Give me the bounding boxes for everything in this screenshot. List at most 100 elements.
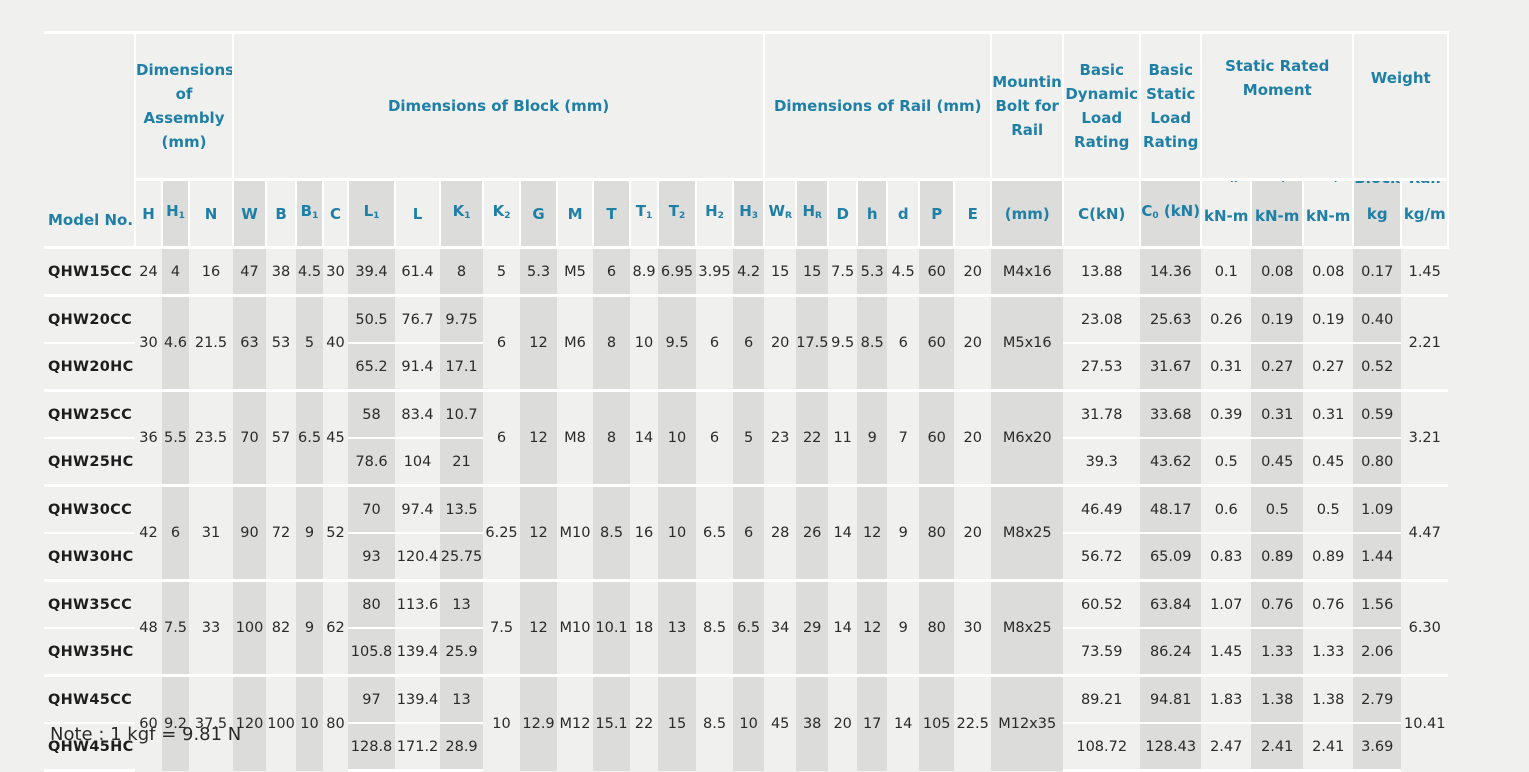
cell-mr: 0.31 (1201, 342, 1252, 391)
cell-c0: 86.24 (1140, 627, 1202, 676)
cell-t: 8 (593, 294, 631, 391)
cell-l: 76.7 (395, 294, 441, 343)
cell-t: 6 (593, 246, 631, 296)
cell-mp: 0.76 (1251, 579, 1304, 628)
cell-mr: 0.5 (1201, 437, 1252, 486)
cell-rail-weight: 1.45 (1401, 246, 1449, 296)
cell-d: 14 (828, 579, 858, 676)
model-no-cell: QHW25CC (44, 389, 135, 438)
cell-l1: 80 (348, 579, 396, 628)
cell-b1: 6.5 (296, 389, 324, 486)
header-moment-mp: MPkN-m (1251, 178, 1305, 248)
cell-my: 1.38 (1303, 674, 1354, 723)
cell-d: 7.5 (828, 246, 858, 296)
cell-w: 47 (233, 246, 267, 296)
header-col-b1: B1 (296, 178, 325, 248)
cell-g: 12 (520, 294, 558, 391)
cell-p: 60 (919, 294, 955, 391)
cell-c0: 25.63 (1140, 294, 1202, 343)
cell-b1: 10 (296, 674, 324, 771)
cell-l1: 97 (348, 674, 396, 723)
cell-mp: 0.19 (1251, 294, 1304, 343)
cell-mr: 0.26 (1201, 294, 1252, 343)
header-col-k1: K1 (440, 178, 485, 248)
cell-b: 38 (266, 246, 297, 296)
cell-c0: 65.09 (1140, 532, 1202, 581)
cell-my: 0.31 (1303, 389, 1354, 438)
cell-block: 0.40 (1353, 294, 1402, 343)
cell-cc: 80 (323, 674, 349, 771)
cell-wr: 28 (764, 484, 797, 581)
cell-k1: 10.7 (440, 389, 484, 438)
cell-block: 0.17 (1353, 246, 1402, 296)
cell-t: 10.1 (593, 579, 631, 676)
cell-my: 0.76 (1303, 579, 1354, 628)
cell-cc: 52 (323, 484, 349, 581)
cell-k2: 6 (483, 389, 521, 486)
cell-b1: 4.5 (296, 246, 324, 296)
header-bolt: Mounting Bolt for Rail (991, 31, 1065, 180)
cell-n: 33 (189, 579, 234, 676)
cell-p: 60 (919, 246, 955, 296)
cell-c: 31.78 (1063, 389, 1141, 438)
cell-g: 12 (520, 579, 558, 676)
cell-c: 46.49 (1063, 484, 1141, 533)
cell-d: 11 (828, 389, 858, 486)
cell-bolt: M6x20 (991, 389, 1064, 486)
table-row: QHW25CC 36 5.5 23.5 70 57 6.5 45 58 83.4 10.7 6 12 M8… (44, 389, 1449, 486)
header-col-w: W (233, 178, 268, 248)
cell-wr: 23 (764, 389, 797, 486)
cell-c: 39.3 (1063, 437, 1141, 486)
cell-h: 8.5 (857, 294, 888, 391)
header-rail: Dimensions of Rail (mm) (764, 31, 993, 180)
model-no-cell: QHW20HC (44, 342, 135, 391)
cell-t2: 6.95 (658, 246, 697, 296)
table-row: QHW20HC 65.2 91.4 17.1 27.53 31.67 0.31 0.27 0.2… (44, 342, 1448, 391)
cell-l: 113.6 (395, 579, 441, 628)
model-no-cell: QHW30CC (44, 484, 135, 533)
table-row: QHW30HC 93 120.4 25.75 56.72 65.09 0.83 0.89 0.8… (44, 532, 1448, 581)
cell-b: 72 (266, 484, 297, 581)
cell-d: 4.5 (887, 246, 920, 296)
cell-n: 21.5 (189, 294, 234, 391)
cell-mp: 1.38 (1251, 674, 1304, 723)
cell-b: 82 (266, 579, 297, 676)
cell-d: 9 (887, 484, 920, 581)
cell-mr: 0.1 (1201, 246, 1252, 296)
cell-h2: 3.95 (696, 246, 734, 296)
model-no-cell: QHW35CC (44, 579, 135, 628)
cell-block: 2.06 (1353, 627, 1402, 676)
cell-h: 24 (135, 246, 162, 296)
header-col-d: D (828, 178, 859, 248)
cell-mp: 0.27 (1251, 342, 1304, 391)
cell-my: 1.33 (1303, 627, 1354, 676)
model-no-cell: QHW35HC (44, 627, 135, 676)
cell-t1: 8.9 (630, 246, 659, 296)
cell-w: 120 (233, 674, 267, 771)
cell-t2: 10 (658, 389, 697, 486)
cell-c: 60.52 (1063, 579, 1141, 628)
cell-h1: 9.2 (162, 674, 189, 771)
cell-hr: 22 (796, 389, 829, 486)
cell-k1: 8 (440, 246, 484, 296)
cell-block: 0.59 (1353, 389, 1402, 438)
cell-k1: 28.9 (440, 722, 484, 772)
header-col-wr: WR (764, 178, 798, 248)
cell-c0: 128.43 (1140, 722, 1202, 772)
table-row: QHW25HC 78.6 104 21 39.3 43.62 0.5 0.45 0.45 0.80 (44, 437, 1448, 486)
cell-block: 3.69 (1353, 722, 1402, 772)
cell-cc: 62 (323, 579, 349, 676)
cell-l: 83.4 (395, 389, 441, 438)
cell-cc: 45 (323, 389, 349, 486)
header-col-n: N (189, 178, 235, 248)
cell-block: 1.09 (1353, 484, 1402, 533)
cell-l: 171.2 (395, 722, 441, 772)
linear-guide-spec-table: Model No. Dimensions of Assembly (mm) Di… (44, 31, 1450, 772)
cell-k1: 17.1 (440, 342, 484, 391)
header-col-k2: K2 (483, 178, 522, 248)
cell-h2: 6.5 (696, 484, 734, 581)
header-col-t2: T2 (658, 178, 698, 248)
header-static-unit: C0 (kN) (1140, 178, 1203, 248)
cell-bolt: M8x25 (991, 579, 1064, 676)
cell-t1: 14 (630, 389, 659, 486)
